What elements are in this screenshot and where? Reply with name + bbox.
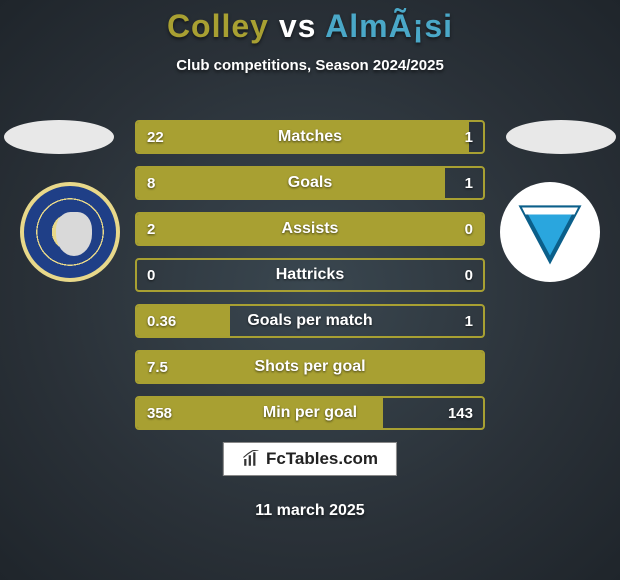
player2-name: AlmÃ¡si (325, 8, 453, 44)
stat-value-right: 0 (465, 260, 473, 290)
puskas-ferenc-badge (20, 182, 120, 282)
stat-bars: 22Matches18Goals12Assists00Hattricks00.3… (135, 120, 485, 442)
subtitle: Club competitions, Season 2024/2025 (0, 57, 620, 74)
player1-name: Colley (167, 8, 269, 44)
brand-text: FcTables.com (266, 449, 378, 469)
stat-value-right: 1 (465, 306, 473, 336)
stat-bar: 7.5Shots per goal (135, 350, 485, 384)
stat-label: Matches (137, 122, 483, 152)
stat-value-right: 143 (448, 398, 473, 428)
stat-label: Goals (137, 168, 483, 198)
right-nation-ellipse (506, 120, 616, 154)
stat-value-right: 1 (465, 168, 473, 198)
stat-label: Min per goal (137, 398, 483, 428)
badge-portrait-icon (56, 212, 92, 256)
stat-bar: 358Min per goal143 (135, 396, 485, 430)
stat-label: Goals per match (137, 306, 483, 336)
left-nation-ellipse (4, 120, 114, 154)
stat-label: Hattricks (137, 260, 483, 290)
stat-label: Assists (137, 214, 483, 244)
zte-shield-icon (515, 197, 585, 267)
stat-bar: 8Goals1 (135, 166, 485, 200)
stat-bar: 22Matches1 (135, 120, 485, 154)
fctables-logo[interactable]: FcTables.com (223, 442, 397, 476)
comparison-title: Colley vs AlmÃ¡si (0, 0, 620, 45)
stat-value-right: 0 (465, 214, 473, 244)
stat-bar: 0Hattricks0 (135, 258, 485, 292)
zte-badge (500, 182, 600, 282)
stat-bar: 2Assists0 (135, 212, 485, 246)
footer-date: 11 march 2025 (0, 502, 620, 520)
stat-label: Shots per goal (137, 352, 483, 382)
vs-text: vs (279, 8, 317, 44)
chart-icon (242, 450, 260, 468)
stat-bar: 0.36Goals per match1 (135, 304, 485, 338)
stat-value-right: 1 (465, 122, 473, 152)
